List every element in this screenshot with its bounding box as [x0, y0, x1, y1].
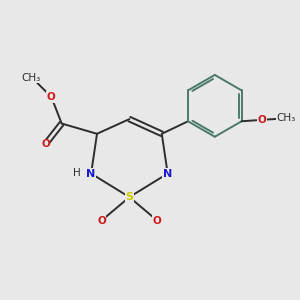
Text: O: O [47, 92, 56, 102]
Text: CH₃: CH₃ [276, 113, 295, 123]
Text: CH₃: CH₃ [21, 73, 40, 83]
Text: N: N [163, 169, 172, 178]
Text: O: O [97, 216, 106, 226]
Text: N: N [86, 169, 96, 178]
Text: S: S [125, 192, 134, 202]
Text: O: O [41, 139, 50, 149]
Text: O: O [153, 216, 162, 226]
Text: H: H [73, 168, 80, 178]
Text: O: O [258, 115, 266, 125]
